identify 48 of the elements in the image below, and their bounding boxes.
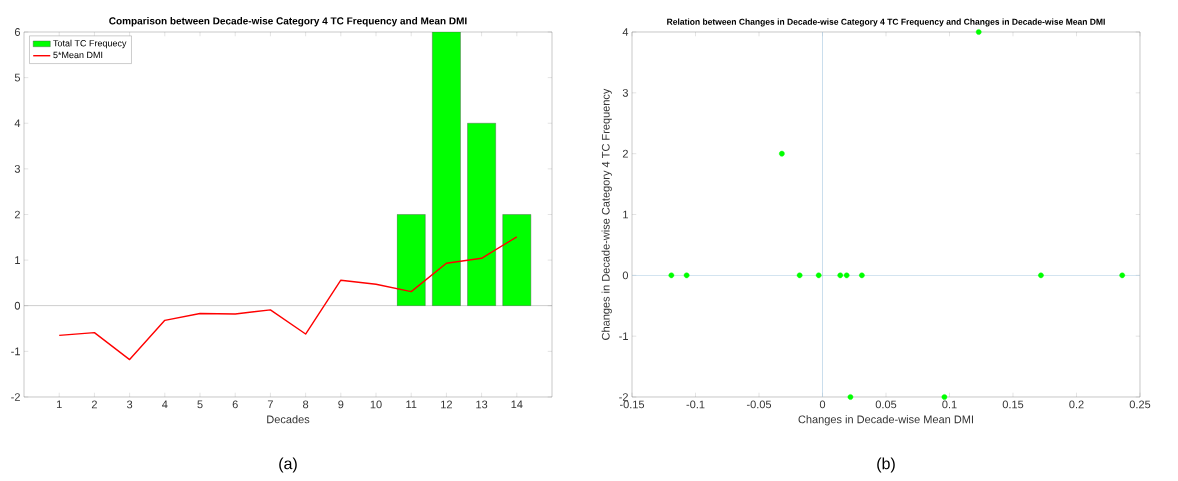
- y-tick-label: 2: [14, 210, 20, 219]
- x-tick-label: 1: [56, 400, 62, 409]
- x-tick-label: 0.1: [942, 400, 957, 409]
- y-tick-label: 1: [15, 256, 20, 264]
- text: (a): [279, 457, 297, 473]
- x-axis-title: Decades: [267, 415, 310, 424]
- x-tick-label: 8: [303, 400, 309, 409]
- x-tick-label: 2: [91, 400, 97, 409]
- x-tick-label: 6: [232, 400, 238, 409]
- y-tick-label: 1: [623, 210, 628, 219]
- y-tick-label: -2: [619, 393, 628, 401]
- x-tick-label: 4: [162, 400, 168, 409]
- x-tick-label: 0.25: [1129, 400, 1151, 409]
- y-tick-label: 2: [622, 149, 628, 158]
- x-axis-title: Changes in Decade-wise Mean DMI: [798, 415, 973, 426]
- x-tick-label: 12: [441, 400, 452, 409]
- y-tick-label: 0: [622, 271, 629, 280]
- x-tick-label: 0: [819, 400, 826, 409]
- y-tick-label: -1: [619, 332, 628, 340]
- x-tick-label: 5: [197, 400, 203, 409]
- y-tick-label: 4: [622, 28, 629, 36]
- y-tick-label: 4: [14, 119, 21, 128]
- x-tick-label: 0.2: [1069, 400, 1084, 409]
- y-tick-label: 3: [622, 88, 628, 97]
- x-tick-label: -0.15: [619, 400, 645, 409]
- x-tick-label: 14: [511, 400, 523, 409]
- chart-title: Relation between Changes in Decade-wise Category 4 TC Frequency and Changes in Decade-wise Mean DMI: [667, 18, 1105, 27]
- y-tick-label: 3: [14, 164, 20, 173]
- x-tick-label: 11: [406, 400, 417, 409]
- y-tick-label: 6: [14, 28, 20, 36]
- x-tick-label: 9: [338, 400, 344, 409]
- x-tick-label: 0.15: [1002, 400, 1024, 409]
- y-tick-label: -2: [11, 393, 20, 401]
- x-tick-label: -0.1: [686, 400, 705, 409]
- legend-label: 5*Mean DMI: [53, 51, 103, 59]
- y-tick-label: 0: [14, 301, 21, 310]
- x-tick-label: 13: [476, 400, 488, 409]
- y-axis-title: Changes in Decade-wise Category 4 TC Frequency: [601, 88, 612, 340]
- x-tick-label: 7: [267, 400, 273, 409]
- y-tick-label: -1: [11, 347, 20, 356]
- x-tick-label: 3: [126, 400, 133, 409]
- x-tick-label: 0.05: [875, 400, 897, 409]
- legend-label: Total TC Frequecy: [53, 39, 127, 49]
- x-tick-label: 10: [370, 400, 382, 409]
- chart-title: Comparison between Decade-wise Category 4 TC Frequency and Mean DMI: [109, 17, 467, 27]
- x-tick-label: -0.05: [746, 400, 772, 409]
- y-tick-label: 5: [14, 73, 21, 82]
- text: (b): [877, 457, 895, 473]
